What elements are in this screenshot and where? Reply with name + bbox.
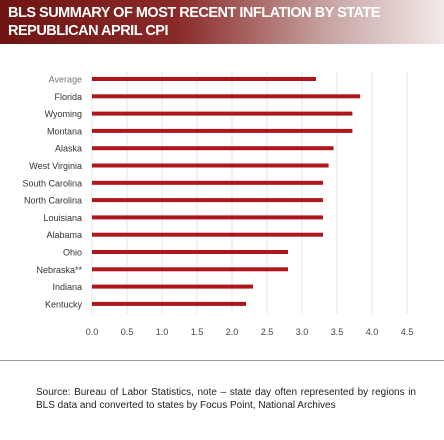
bar <box>92 94 361 99</box>
bar <box>92 163 329 168</box>
x-tick-label: 4.5 <box>401 327 414 337</box>
x-tick-label: 4.0 <box>366 327 379 337</box>
source-note: Source: Bureau of Labor Statistics, note… <box>36 387 416 411</box>
bar <box>92 250 288 254</box>
bar-chart: Average Florida Wyoming Montana Alaska West V… <box>22 72 414 337</box>
x-tick-label: 1.0 <box>156 327 169 337</box>
category-label: Wyoming <box>45 109 82 119</box>
category-label: Average <box>49 75 82 85</box>
category-label: Indiana <box>52 282 82 292</box>
bar <box>92 301 246 306</box>
category-label: Kentucky <box>45 299 83 309</box>
bar <box>92 284 253 289</box>
x-tick-label: 0.5 <box>121 327 134 337</box>
category-label: Florida <box>54 92 82 102</box>
category-label: Montana <box>47 126 82 136</box>
category-label: Alaska <box>55 144 82 154</box>
bar <box>92 111 353 116</box>
x-tick-label: 0.0 <box>86 327 99 337</box>
category-label: North Carolina <box>24 196 82 206</box>
bar <box>92 77 316 81</box>
category-label: South Carolina <box>22 178 82 188</box>
category-label: West Virginia <box>29 161 82 171</box>
category-label: Ohio <box>63 248 82 258</box>
x-tick-label: 2.5 <box>261 327 274 337</box>
category-label: Alabama <box>46 230 82 240</box>
category-label: Louisiana <box>43 213 82 223</box>
chart-area: Average Florida Wyoming Montana Alaska West V… <box>0 60 444 361</box>
bar <box>92 215 323 220</box>
bar <box>92 198 323 203</box>
category-label: Nebraska** <box>36 265 82 275</box>
x-tick-label: 3.0 <box>296 327 309 337</box>
x-tick-label: 3.5 <box>331 327 344 337</box>
bar <box>92 232 323 237</box>
x-tick-label: 1.5 <box>191 327 204 337</box>
chart-header: BLS SUMMARY OF MOST RECENT INFLATION BY … <box>0 0 444 44</box>
bar <box>92 180 323 185</box>
bar <box>92 146 334 151</box>
chart-title: BLS SUMMARY OF MOST RECENT INFLATION BY … <box>8 5 380 39</box>
bar <box>92 128 353 133</box>
bar <box>92 267 288 272</box>
x-tick-label: 2.0 <box>226 327 239 337</box>
